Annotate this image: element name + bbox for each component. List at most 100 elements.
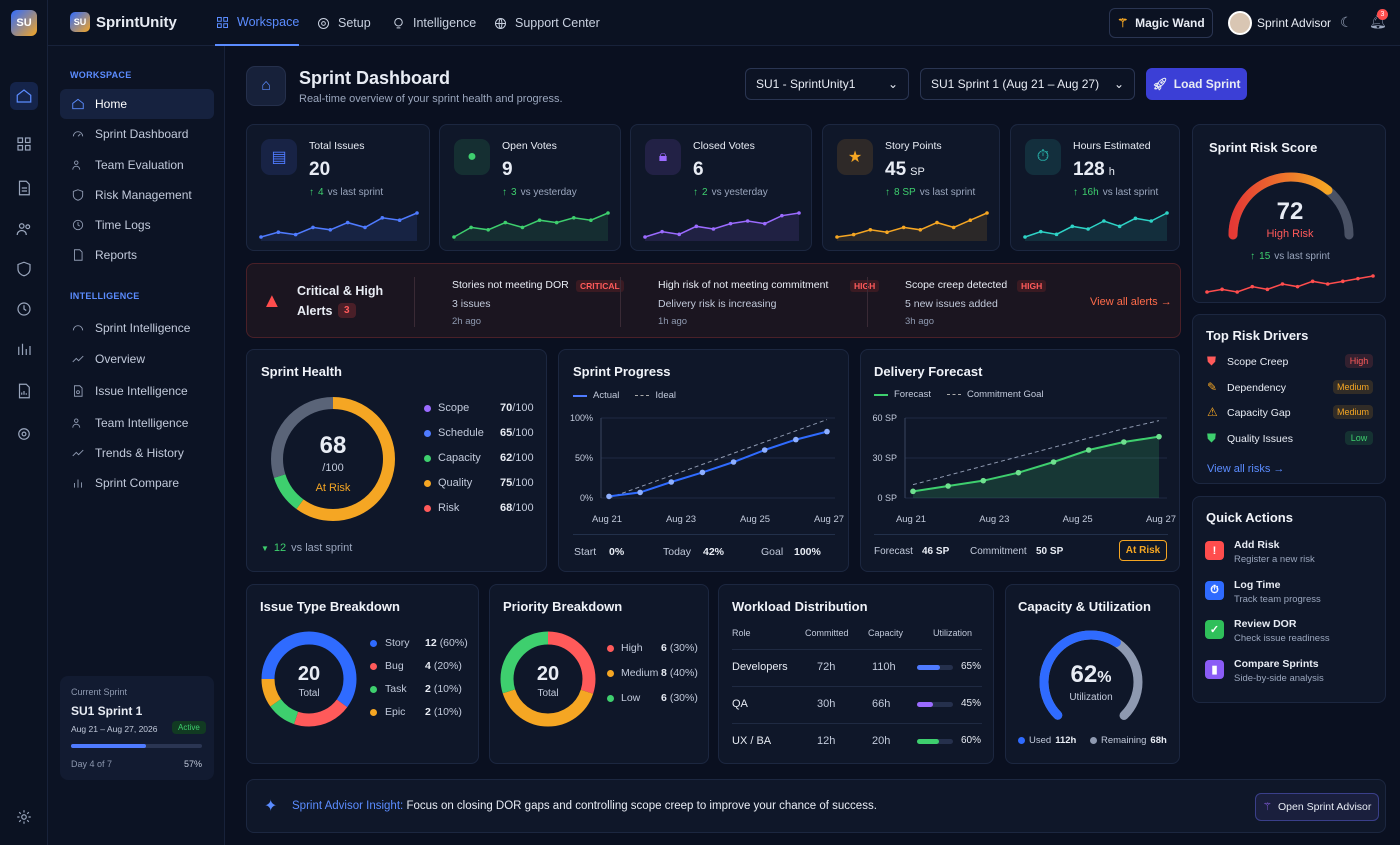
nav-support-center[interactable]: Support Center <box>493 0 600 46</box>
kpi-delta-value: 4 <box>318 187 324 198</box>
sparkline-point <box>780 213 784 218</box>
kpi-sparkline <box>452 211 610 241</box>
shield-alert-icon: ⛊ <box>1207 354 1217 368</box>
metric-score: 75 <box>500 477 513 489</box>
workload-header: Role <box>732 628 751 638</box>
icon-rail: SU <box>0 0 48 845</box>
sidebar-item-issue-intelligence[interactable]: Issue Intelligence <box>60 376 214 406</box>
nav-workspace[interactable]: Workspace <box>215 0 300 46</box>
sidebar-item-time-logs[interactable]: Time Logs <box>60 210 214 240</box>
document-icon[interactable] <box>10 174 38 202</box>
project-select-value: SU1 - SprintUnity1 <box>756 77 856 91</box>
reference-line <box>912 420 1160 486</box>
forecast-title: Delivery Forecast <box>874 364 983 379</box>
forecast-legend: Forecast Commitment Goal <box>874 389 1044 400</box>
risk-spark-point <box>1235 290 1239 294</box>
moon-icon[interactable]: ☾ <box>1340 14 1353 30</box>
sidebar-item-home[interactable]: Home <box>60 89 214 119</box>
sprint-select[interactable]: SU1 Sprint 1 (Aug 21 – Aug 27) ⌄ <box>920 68 1135 100</box>
app-logo[interactable]: SU <box>11 10 37 36</box>
driver-name[interactable]: Dependency <box>1227 381 1286 394</box>
view-all-risks-link[interactable]: View all risks → <box>1207 463 1285 475</box>
kpi-sparkline <box>1023 211 1169 241</box>
sidebar-item-trends-history[interactable]: Trends & History <box>60 438 214 468</box>
view-all-alerts-link[interactable]: View all alerts → <box>1090 296 1172 308</box>
forecast-footer-label: Forecast <box>874 546 913 557</box>
sidebar-item-overview[interactable]: Overview <box>60 344 214 374</box>
series-point <box>910 488 916 495</box>
used-label: Used <box>1029 735 1052 746</box>
chart-icon[interactable] <box>10 335 38 363</box>
legend-goal-swatch <box>946 394 961 395</box>
dashboard-grid-icon[interactable] <box>10 130 38 158</box>
project-select[interactable]: SU1 - SprintUnity1 ⌄ <box>745 68 909 100</box>
alert-icon[interactable]: ! <box>1205 541 1224 560</box>
quick-action-name[interactable]: Review DOR <box>1234 618 1297 630</box>
sidebar-item-team-intelligence[interactable]: Team Intelligence <box>60 408 214 438</box>
alert-desc: 5 new issues added <box>905 298 998 310</box>
sparkline-point <box>1102 219 1106 223</box>
brain-icon[interactable] <box>10 420 38 448</box>
kpi-delta-value: 3 <box>511 187 517 198</box>
alert-title[interactable]: High risk of not meeting commitment <box>658 279 829 291</box>
kpi-value-number: 6 <box>693 159 704 180</box>
driver-name[interactable]: Scope Creep <box>1227 356 1289 368</box>
series-point <box>637 489 643 496</box>
avatar[interactable] <box>1228 11 1252 35</box>
report-icon[interactable] <box>10 377 38 405</box>
open-sprint-advisor-button[interactable]: ⚚ Open Sprint Advisor <box>1255 793 1379 821</box>
count: 2 <box>425 706 431 718</box>
y-tick-label: 30 SP <box>872 453 897 463</box>
health-delta: ▼ 12 vs last sprint <box>261 542 352 554</box>
remaining-value: 68h <box>1150 735 1167 746</box>
shield-icon[interactable] <box>10 255 38 283</box>
circle-icon: ● <box>454 139 490 175</box>
metric-score: 65 <box>500 427 513 439</box>
checklist-icon[interactable]: ✓ <box>1205 620 1224 639</box>
sidebar-item-sprint-compare[interactable]: Sprint Compare <box>60 468 214 498</box>
alert-title[interactable]: Stories not meeting DOR <box>452 279 569 291</box>
stopwatch-icon[interactable]: ⏱︎ <box>1205 580 1224 600</box>
alerts-card: ▲ Critical & High Alerts 3 View all aler… <box>246 263 1181 338</box>
sparkline-line <box>1024 212 1168 238</box>
quick-action-name[interactable]: Compare Sprints <box>1234 657 1319 670</box>
current-sprint-card[interactable]: Current Sprint SU1 Sprint 1 Aug 21 – Aug… <box>60 676 214 780</box>
quick-action-name[interactable]: Add Risk <box>1234 539 1280 551</box>
team-icon[interactable] <box>10 215 38 243</box>
sidebar-item-sprint-intelligence[interactable]: Sprint Intelligence <box>60 313 214 343</box>
wand-icon: ⚚ <box>1262 801 1273 813</box>
used-dot <box>1018 737 1025 744</box>
sparkline-point <box>694 224 699 229</box>
quick-action-name[interactable]: Log Time <box>1234 578 1281 591</box>
settings-icon[interactable] <box>10 803 38 831</box>
driver-name[interactable]: Capacity Gap <box>1227 407 1291 419</box>
capacity-number: 62 <box>1070 661 1098 688</box>
kpi-label: Story Points <box>885 140 942 152</box>
nav-setup[interactable]: Setup <box>316 0 371 46</box>
sparkline-point <box>293 232 298 237</box>
workload-title: Workload Distribution <box>732 599 868 614</box>
series-point <box>699 469 706 476</box>
y-tick-label: 50% <box>575 453 593 463</box>
sidebar-item-reports[interactable]: Reports <box>60 240 214 270</box>
risk-spark-point <box>1341 279 1345 284</box>
driver-name[interactable]: Quality Issues <box>1227 432 1293 445</box>
priority-donut <box>500 631 596 727</box>
alert-title[interactable]: Scope creep detected <box>905 279 1008 291</box>
kpi-value-number: 45 <box>885 159 907 180</box>
rocket-icon: 🚀︎ <box>1152 77 1168 91</box>
home-icon[interactable] <box>10 82 38 110</box>
arrow-up-icon: ↑ <box>885 187 890 198</box>
sidebar-item-sprint-dashboard[interactable]: Sprint Dashboard <box>60 119 214 149</box>
donut-segment <box>261 631 357 727</box>
sidebar-item-risk-management[interactable]: Risk Management <box>60 180 214 210</box>
load-sprint-button[interactable]: 🚀︎ Load Sprint <box>1146 68 1247 100</box>
nav-intelligence[interactable]: Intelligence <box>391 0 476 46</box>
bar-chart-icon[interactable]: ▮ <box>1205 659 1224 679</box>
sparkline-point <box>328 228 333 232</box>
pct: (30%) <box>669 642 698 654</box>
clock-icon[interactable] <box>10 295 38 323</box>
user-name[interactable]: Sprint Advisor <box>1257 16 1332 30</box>
magic-wand-button[interactable]: ⚚ Magic Wand <box>1109 8 1213 38</box>
sidebar-item-team-evaluation[interactable]: Team Evaluation <box>60 150 214 180</box>
